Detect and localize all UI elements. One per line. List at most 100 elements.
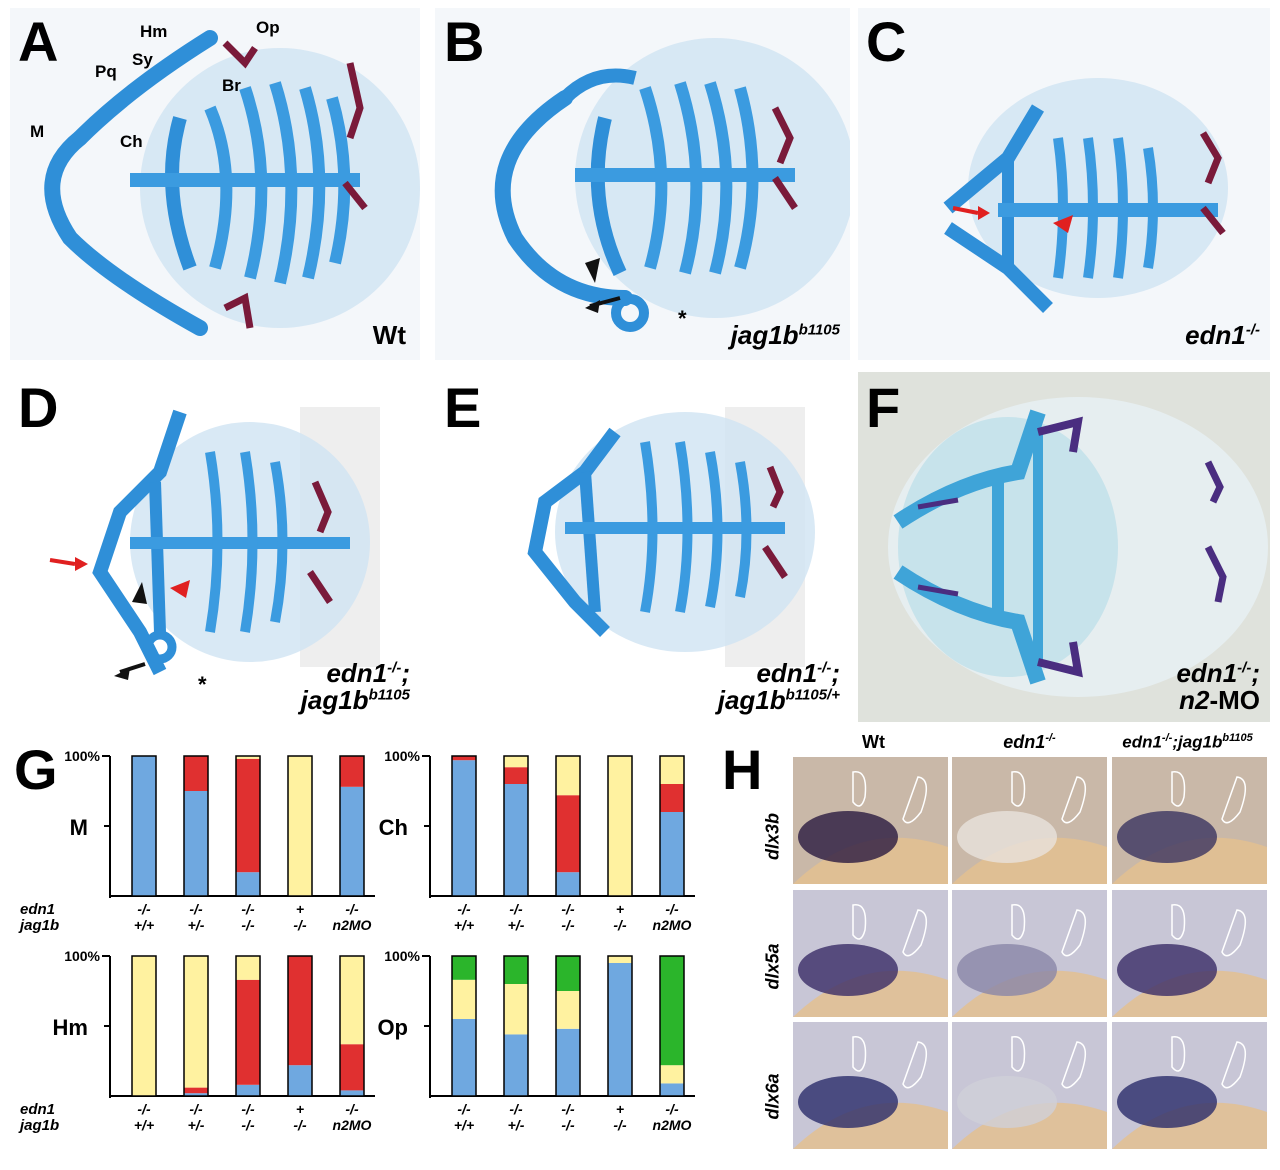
g-bar-segment [184, 1087, 208, 1094]
h-row-dlx3b: dlx3b [762, 813, 783, 861]
h-insitu-image [952, 1022, 1107, 1149]
g-ytick-label: 100% [64, 948, 100, 964]
g-bar-outline [451, 955, 477, 1097]
g-bar-segment [132, 756, 156, 896]
g-bar-segment [236, 956, 260, 980]
g-bar-segment [236, 979, 260, 1085]
g-xtick-edn1: -/- [509, 1101, 523, 1117]
g-xtick-edn1: -/- [241, 901, 255, 917]
g-bar-segment [452, 979, 476, 1019]
caption-f-line1: edn1-/-; [1100, 658, 1260, 688]
caption-c-genotype: -/- [1245, 321, 1260, 339]
g-xtick-edn1: -/- [457, 1101, 471, 1117]
asterisk-d: * [198, 672, 207, 697]
caption-c: edn1-/- [1110, 320, 1260, 350]
panel-letter-b: B [444, 10, 485, 73]
panel-f-image [858, 372, 1270, 722]
g-xtick-jag1b: +/- [508, 917, 525, 933]
h-insitu-image [1112, 1022, 1267, 1149]
g-bar-segment [236, 1084, 260, 1096]
g-bar-segment [184, 956, 208, 1088]
caption-e-line2: jag1bb1105/+ [660, 687, 840, 714]
g-xtick-edn1: -/- [137, 901, 151, 917]
caption-b-allele: b1105 [798, 321, 840, 339]
g-xtick-jag1b: n2MO [653, 917, 692, 933]
g-xtick-jag1b: -/- [613, 917, 627, 933]
g-bar-segment [504, 767, 528, 784]
g-bar-outline [183, 755, 209, 897]
label-ch: Ch [120, 132, 143, 151]
panel-g-charts: 100%M-/-+/+-/-+/--/--/-+-/--/-n2MOedn1ja… [18, 748, 695, 1134]
g-axis-name-edn1: edn1 [20, 901, 55, 918]
g-bar-segment [452, 756, 476, 761]
g-row-label: M [70, 815, 88, 840]
h-col-edn1-genotype: -/- [1045, 732, 1056, 744]
g-axis-name-edn1: edn1 [20, 1101, 55, 1118]
g-bar-segment [340, 1090, 364, 1096]
g-xtick-jag1b: n2MO [653, 1117, 692, 1133]
h-insitu-image [793, 890, 948, 1017]
label-sy: Sy [132, 50, 153, 69]
caption-e: edn1-/-; jag1bb1105/+ [660, 658, 840, 715]
panel-c-image [858, 8, 1270, 360]
panel-letter-a: A [18, 10, 59, 73]
caption-f-gene1: edn1 [1176, 658, 1238, 688]
g-bar-segment [660, 1083, 684, 1096]
g-xtick-edn1: -/- [241, 1101, 255, 1117]
caption-e-gene1: edn1 [756, 658, 818, 688]
h-insitu-image [952, 890, 1107, 1017]
h-insitu-image [793, 1022, 948, 1149]
g-xtick-jag1b: n2MO [333, 1117, 372, 1133]
g-bar-outline [503, 955, 529, 1097]
g-bar-segment [504, 756, 528, 768]
caption-e-line1: edn1-/-; [660, 658, 840, 688]
g-bar-outline [555, 755, 581, 897]
g-bar-outline [235, 755, 261, 897]
g-bar-segment [288, 756, 312, 896]
g-xtick-jag1b: +/- [188, 1117, 205, 1133]
caption-d-sep: ; [401, 658, 410, 688]
label-hm: Hm [140, 22, 168, 41]
g-xtick-jag1b: +/- [188, 917, 205, 933]
g-bar-segment [452, 1019, 476, 1096]
g-xtick-edn1: + [296, 901, 304, 917]
g-bar-outline [607, 755, 633, 897]
g-bar-segment [608, 956, 632, 963]
g-xtick-edn1: + [296, 1101, 304, 1117]
g-bar-segment [288, 956, 312, 1066]
h-col-double-allele: b1105 [1222, 732, 1253, 744]
g-bar-outline [607, 955, 633, 1097]
panel-letter-f: F [866, 376, 901, 439]
g-xtick-edn1: -/- [561, 901, 575, 917]
g-xtick-jag1b: -/- [241, 917, 255, 933]
g-bar-segment [452, 956, 476, 980]
g-xtick-edn1: -/- [561, 1101, 575, 1117]
h-col-wt: Wt [862, 732, 885, 752]
g-bar-segment [556, 956, 580, 991]
caption-d-gene1: edn1 [326, 658, 388, 688]
caption-c-gene: edn1 [1185, 320, 1246, 350]
g-bar-outline [287, 955, 313, 1097]
h-insitu-image [1112, 757, 1267, 884]
label-pq: Pq [95, 62, 117, 81]
g-bar-segment [660, 812, 684, 896]
g-bar-segment [556, 991, 580, 1029]
g-xtick-edn1: -/- [137, 1101, 151, 1117]
g-bar-segment [236, 872, 260, 896]
h-col-double-genotype: -/- [1161, 732, 1173, 744]
g-bar-segment [236, 758, 260, 873]
g-bar-segment [660, 1065, 684, 1084]
panel-letter-g: G [14, 738, 58, 801]
caption-f-gene2: n2 [1179, 685, 1210, 716]
g-bar-outline [451, 755, 477, 897]
g-bar-segment [556, 1028, 580, 1096]
panel-d-image [10, 372, 420, 722]
g-bar-segment [340, 756, 364, 787]
g-bar-segment [340, 786, 364, 896]
g-bar-segment [608, 756, 632, 896]
h-col-double: edn1-/-;jag1bb1105 [1095, 732, 1280, 753]
g-row-label: Op [377, 1015, 408, 1040]
g-xtick-edn1: -/- [189, 901, 203, 917]
g-xtick-jag1b: -/- [561, 917, 575, 933]
h-insitu-image [793, 757, 948, 884]
